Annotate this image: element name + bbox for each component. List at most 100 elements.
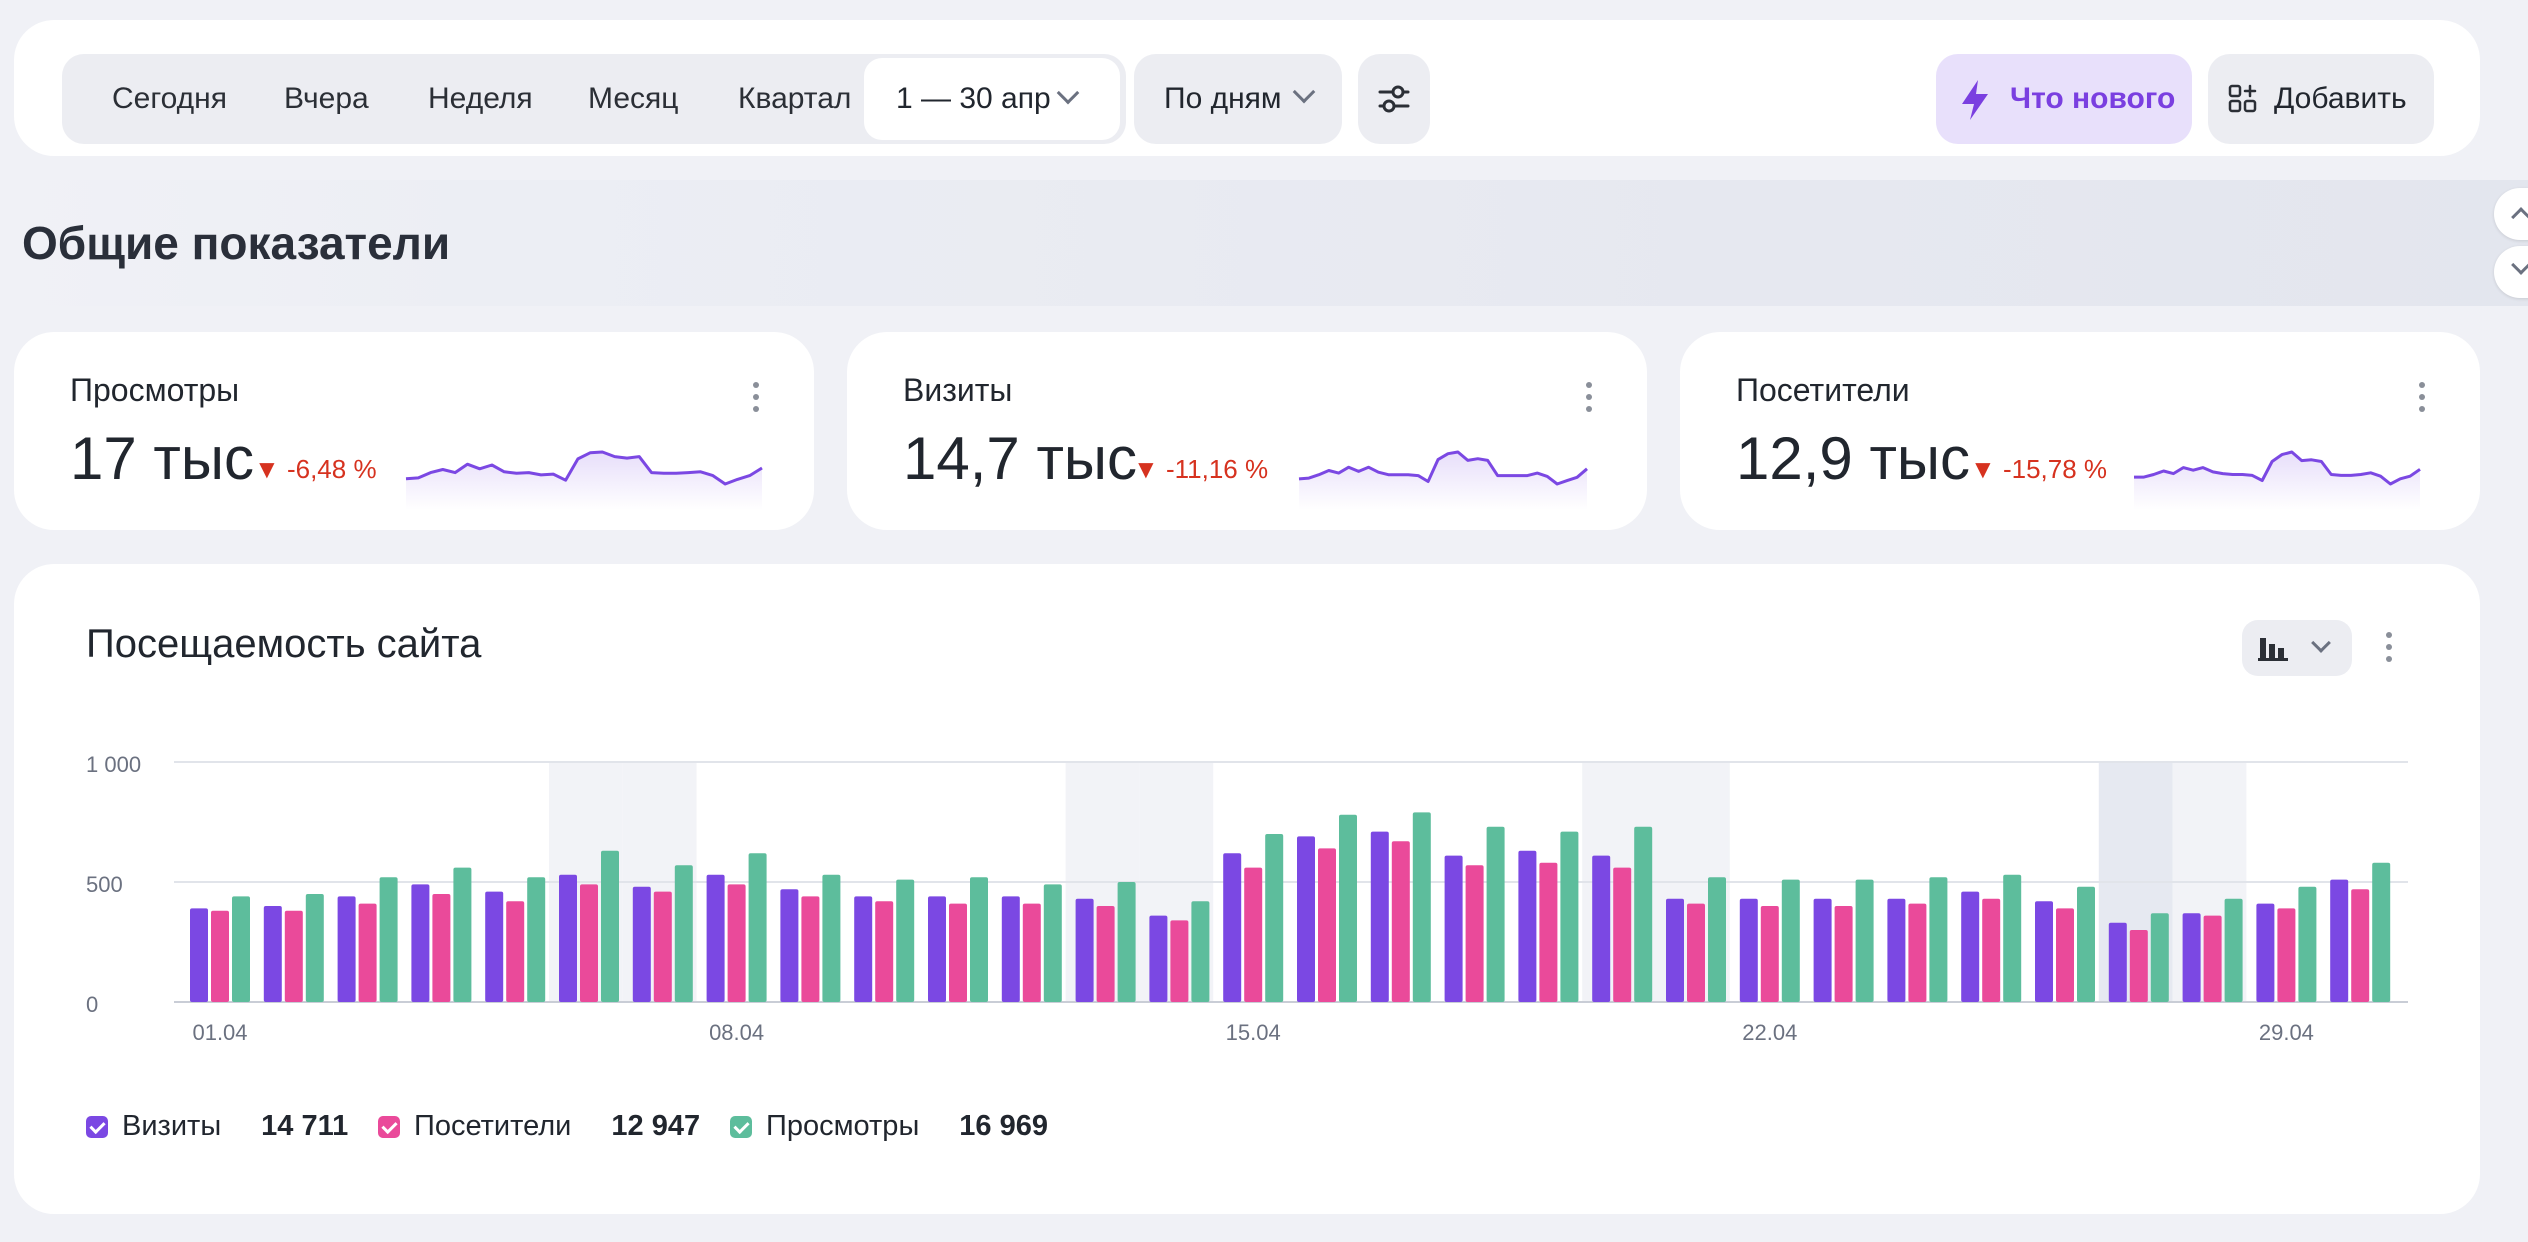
more-menu-icon[interactable]: [2417, 382, 2427, 422]
whats-new-button[interactable]: Что нового: [1936, 54, 2192, 144]
bar-views: [1043, 884, 1062, 1002]
bar-visitors: [1170, 920, 1189, 1002]
bar-visits: [1813, 898, 1832, 1002]
bar-visitors: [2129, 930, 2148, 1002]
bar-visitors: [949, 903, 967, 1002]
collapse-up-button[interactable]: [2494, 188, 2528, 240]
bar-visitors: [1096, 906, 1115, 1002]
bar-visitors: [1613, 867, 1632, 1002]
x-tick-label: 29.04: [2259, 1020, 2314, 1045]
section-header: Общие показатели: [0, 180, 2528, 306]
bar-visitors: [875, 901, 894, 1002]
bar-visitors: [1391, 841, 1410, 1002]
bar-visitors: [1982, 898, 2001, 1002]
bar-visitors: [580, 884, 598, 1002]
date-range-picker[interactable]: 1 — 30 апр: [864, 58, 1120, 140]
traffic-chart-card: Посещаемость сайта 0 500 1 000 01.04 08.04 15…: [14, 564, 2480, 1214]
legend-label: Просмотры: [766, 1110, 920, 1142]
legend-label: Визиты: [122, 1110, 222, 1142]
bar-visitors: [284, 910, 303, 1002]
bar-visits: [485, 891, 504, 1002]
more-menu-icon[interactable]: [2384, 632, 2394, 672]
bar-visitors: [727, 884, 746, 1002]
bar-visits: [1961, 891, 1980, 1002]
period-yesterday[interactable]: Вчера: [284, 82, 369, 115]
bar-views: [896, 879, 915, 1002]
add-button[interactable]: Добавить: [2208, 54, 2434, 144]
bar-visits: [928, 896, 946, 1002]
checkbox-icon: [378, 1116, 400, 1139]
metric-label: Посетители: [1736, 372, 1910, 408]
bar-views: [1412, 812, 1431, 1002]
bar-visitors: [2203, 915, 2222, 1002]
y-tick-label: 500: [86, 872, 123, 897]
bar-visitors: [432, 894, 451, 1002]
sparkline-visitors: [2134, 450, 2421, 510]
legend-item-views[interactable]: Просмотры 16 969: [730, 1106, 1048, 1146]
sparkline-line: [405, 450, 763, 486]
bar-views: [453, 867, 472, 1002]
chart-title: Посещаемость сайта: [86, 622, 482, 666]
bar-views: [1486, 826, 1505, 1002]
bar-views: [1191, 901, 1210, 1002]
bar-visitors: [801, 896, 820, 1002]
legend-item-visitors[interactable]: Посетители 12 947: [378, 1106, 700, 1146]
bar-visits: [632, 886, 651, 1002]
bar-visitors: [1022, 903, 1041, 1002]
date-range-label: 1 — 30 апр: [896, 82, 1051, 115]
bar-views: [2372, 862, 2391, 1002]
whats-new-label: Что нового: [2010, 82, 2176, 115]
bar-views: [601, 850, 619, 1002]
legend-total: 12 947: [611, 1110, 701, 1142]
bar-visits: [706, 874, 725, 1002]
bar-views: [1339, 814, 1357, 1002]
x-tick-label: 22.04: [1742, 1020, 1797, 1045]
filters-button[interactable]: [1358, 54, 1430, 144]
grouping-select[interactable]: По дням: [1134, 54, 1342, 144]
bar-visitors: [211, 910, 229, 1002]
metric-card-visitors[interactable]: Посетители 12,9 тыс ▼ -15,78 %: [1680, 332, 2480, 530]
period-today[interactable]: Сегодня: [112, 82, 227, 115]
bar-visitors: [2056, 908, 2074, 1002]
y-tick-label: 1 000: [86, 752, 141, 777]
metric-label: Просмотры: [70, 372, 240, 408]
bar-views: [674, 865, 693, 1002]
y-tick-label: 0: [86, 992, 98, 1017]
bar-visits: [559, 874, 577, 1002]
sparkline-visits: [1298, 450, 1588, 510]
bar-views: [2298, 886, 2317, 1002]
metric-card-views[interactable]: Просмотры 17 тыс ▼ -6,48 %: [14, 332, 814, 530]
legend-label: Посетители: [414, 1110, 572, 1142]
bar-visits: [854, 896, 873, 1002]
bar-views: [1929, 877, 1948, 1002]
bar-visits: [2182, 913, 2201, 1002]
period-week[interactable]: Неделя: [428, 82, 533, 115]
bar-visits: [1223, 853, 1242, 1002]
sparkline-area: [2134, 452, 2420, 510]
period-quarter[interactable]: Квартал: [738, 82, 852, 115]
sparkline-line: [1298, 450, 1588, 486]
checkbox-icon: [730, 1116, 752, 1139]
legend-item-visits[interactable]: Визиты 14 711: [86, 1106, 348, 1146]
period-month[interactable]: Месяц: [588, 82, 679, 115]
sparkline-views: [405, 450, 763, 510]
metric-card-visits[interactable]: Визиты 14,7 тыс ▼ -11,16 %: [847, 332, 1647, 530]
bar-visitors: [1760, 906, 1779, 1002]
more-menu-icon[interactable]: [1584, 382, 1594, 422]
bar-views: [970, 877, 988, 1002]
bar-visits: [1297, 836, 1315, 1002]
bar-views: [1708, 877, 1726, 1002]
chevron-down-icon: [1056, 81, 1080, 105]
metric-delta: ▼ -11,16 %: [1133, 454, 1269, 484]
bar-visits: [1666, 898, 1684, 1002]
bar-visitors: [506, 901, 525, 1002]
collapse-down-button[interactable]: [2494, 246, 2528, 298]
bar-views: [1634, 826, 1653, 1002]
bar-views: [2150, 913, 2169, 1002]
bar-visitors: [1834, 906, 1853, 1002]
bar-views: [2224, 898, 2243, 1002]
bar-visits: [411, 884, 430, 1002]
bar-visitors: [2277, 908, 2296, 1002]
chart-type-select[interactable]: [2242, 620, 2352, 676]
more-menu-icon[interactable]: [751, 382, 761, 422]
